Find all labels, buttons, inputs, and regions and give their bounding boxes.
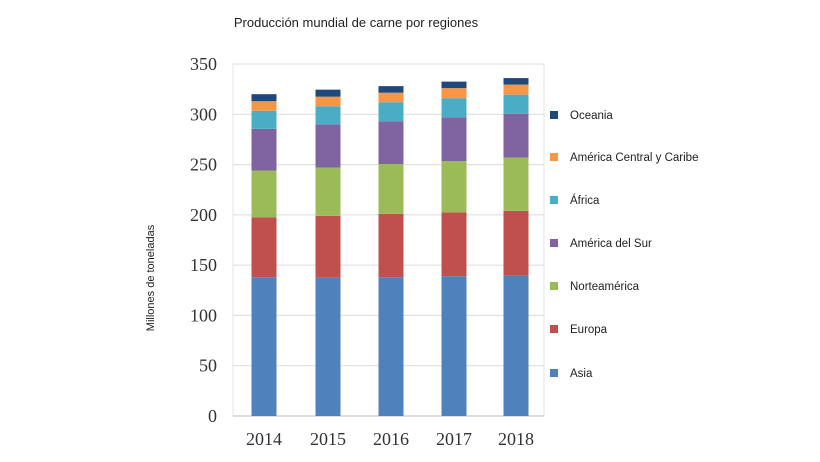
y-tick-label: 350 [190,54,217,74]
bar-segment-américa-central-y-caribe-2016 [378,92,404,103]
y-tick-label: 0 [208,406,217,426]
bar-segment-oceania-2018 [503,78,529,85]
x-tick-label: 2016 [373,429,409,449]
bar-segment-europa-2016 [378,213,404,278]
legend-item: América Central y Caribe [550,152,698,164]
bar-segment-américa-central-y-caribe-2014 [251,101,277,111]
bar-segment-américa-del-sur-2017 [441,117,467,162]
legend-label: Asia [570,368,593,380]
y-tick-label: 100 [190,305,217,325]
y-tick-label: 50 [199,356,217,376]
legend: Asia Europa Norteamérica América del Sur Áfr… [550,110,698,380]
bar-segment-norteamérica-2016 [378,164,404,214]
bar-segment-norteamérica-2017 [441,161,467,213]
legend-swatch [550,196,558,204]
bar-segment-asia-2015 [315,277,341,416]
bar-segment-europa-2015 [315,215,341,278]
gridlines [233,63,544,417]
bar-segment-áfrica-2016 [378,102,404,122]
bar-segment-europa-2014 [251,217,277,278]
legend-swatch [550,239,558,247]
x-tick-label: 2018 [498,429,534,449]
bar-segment-norteamérica-2014 [251,170,277,218]
bar-segment-américa-del-sur-2018 [503,113,529,158]
bar-segment-norteamérica-2015 [315,167,341,216]
legend-item: Asia [550,368,593,380]
legend-item: Oceania [550,110,613,122]
legend-item: Europa [550,324,608,336]
bar-segment-américa-del-sur-2015 [315,124,341,168]
legend-item: Norteamérica [550,281,640,293]
chart-title: Producción mundial de carne por regiones [234,15,479,30]
bar-segment-oceania-2016 [378,86,404,93]
bar-segment-asia-2017 [441,276,467,416]
legend-label: América del Sur [570,238,652,250]
bar-segment-áfrica-2018 [503,94,529,114]
bar-segment-oceania-2014 [251,94,277,102]
legend-label: Norteamérica [570,281,640,293]
bar-segment-asia-2014 [251,277,277,416]
bar-segment-américa-central-y-caribe-2018 [503,84,529,95]
legend-label: África [570,194,600,207]
bar-segment-europa-2017 [441,212,467,277]
bar-segment-américa-del-sur-2014 [251,128,277,171]
bar-segment-oceania-2015 [315,89,341,97]
legend-swatch [550,111,558,119]
x-tick-label: 2014 [246,429,282,449]
bar-segment-américa-del-sur-2016 [378,121,404,165]
bar-segment-europa-2018 [503,210,529,276]
legend-swatch [550,325,558,333]
legend-item: América del Sur [550,238,652,250]
y-tick-label: 250 [190,155,217,175]
bar-segment-asia-2018 [503,275,529,416]
x-tick-label: 2015 [310,429,346,449]
legend-swatch [550,153,558,161]
y-tick-label: 300 [190,104,217,124]
legend-swatch [550,282,558,290]
y-tick-label: 200 [190,205,217,225]
bar-segment-américa-central-y-caribe-2015 [315,96,341,107]
bar-segment-áfrica-2015 [315,106,341,125]
bar-segment-oceania-2017 [441,81,467,89]
y-axis-ticks: 0 50 100 150 200 250 300 350 [190,54,217,426]
bars [251,78,529,416]
x-axis-ticks: 2014 2015 2016 2017 2018 [246,429,534,449]
legend-label: Oceania [570,110,613,122]
bar-segment-asia-2016 [378,277,404,416]
bar-segment-américa-central-y-caribe-2017 [441,88,467,99]
bar-segment-áfrica-2014 [251,110,277,129]
y-tick-label: 150 [190,255,217,275]
x-tick-label: 2017 [436,429,472,449]
legend-label: América Central y Caribe [570,152,698,164]
y-axis-label: Millones de toneladas [145,224,157,331]
legend-item: África [550,194,600,207]
legend-label: Europa [570,324,608,336]
legend-swatch [550,369,558,377]
bar-segment-norteamérica-2018 [503,157,529,211]
bar-segment-áfrica-2017 [441,98,467,118]
